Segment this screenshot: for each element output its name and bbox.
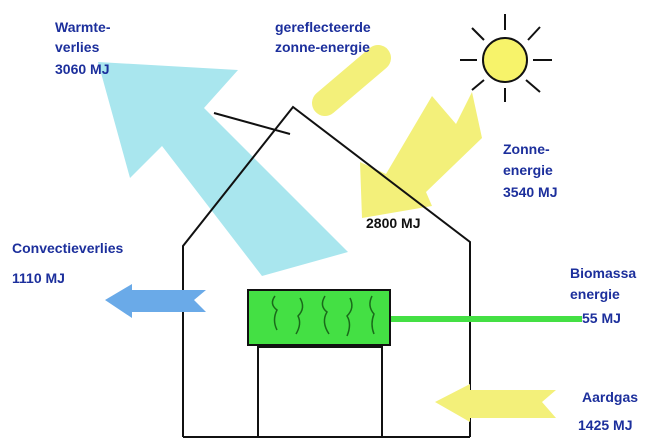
label: energie bbox=[570, 286, 620, 302]
reflected-beam bbox=[325, 58, 378, 103]
label: Aardgas bbox=[582, 389, 638, 405]
label: Convectieverlies bbox=[12, 240, 123, 256]
heat-loss-arrow bbox=[98, 62, 348, 276]
energy-diagram: Warmte- verlies 3060 MJ gereflecteerde z… bbox=[0, 0, 666, 441]
label: energie bbox=[503, 162, 553, 178]
amount: 3540 MJ bbox=[503, 184, 557, 200]
amount: 3060 MJ bbox=[55, 61, 109, 77]
amount: 1425 MJ bbox=[578, 417, 632, 433]
label: Warmte- bbox=[55, 19, 111, 35]
label: gereflecteerde bbox=[275, 19, 371, 35]
label: zonne-energie bbox=[275, 39, 370, 55]
convection-arrow bbox=[105, 284, 206, 318]
label: Biomassa bbox=[570, 265, 636, 281]
solar-arrow bbox=[360, 92, 482, 218]
sun bbox=[460, 14, 552, 102]
amount: 1110 MJ bbox=[12, 270, 65, 286]
amount: 2800 MJ bbox=[366, 215, 420, 231]
gas-arrow bbox=[435, 384, 556, 422]
amount: 55 MJ bbox=[582, 310, 621, 326]
label: Zonne- bbox=[503, 141, 550, 157]
label: verlies bbox=[55, 39, 100, 55]
biomass-box bbox=[248, 290, 390, 345]
